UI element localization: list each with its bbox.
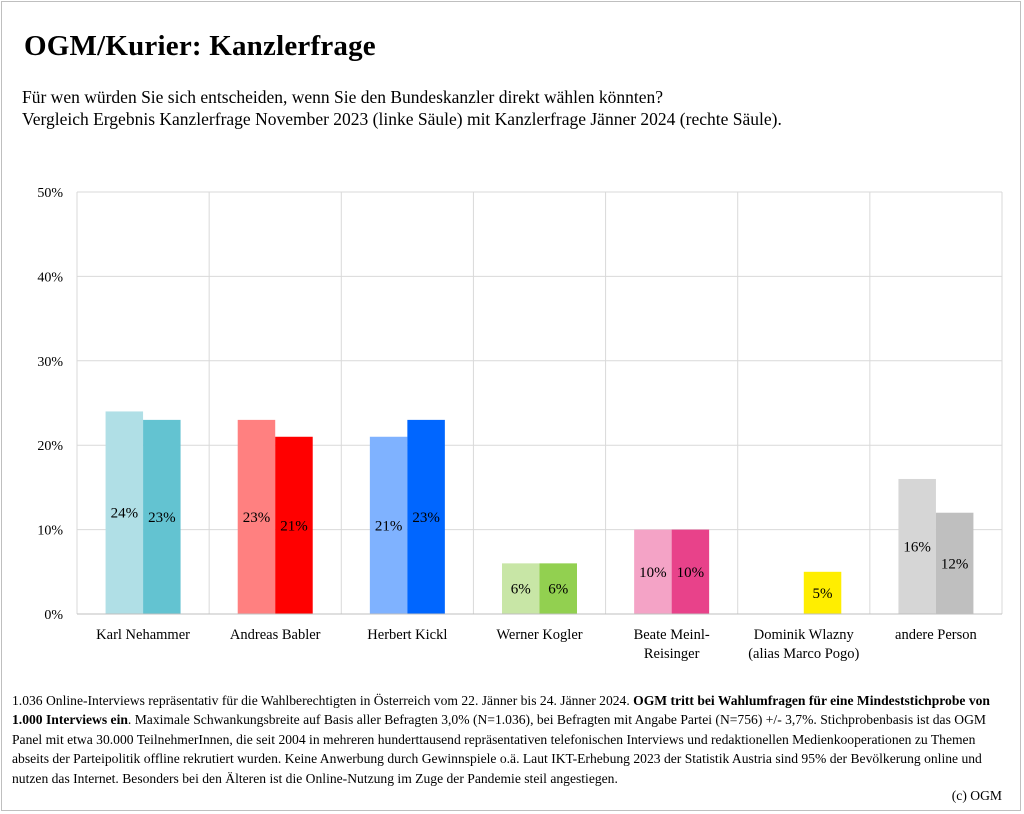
data-label-november-2023: 23%	[243, 510, 271, 526]
footnote-bold-text: OGM tritt bei Wahlumfragen für eine Mind…	[12, 693, 990, 728]
y-tick-label: 30%	[37, 355, 63, 370]
footnote-text-2: . Maximale Schwankungsbreite auf Basis a…	[12, 712, 986, 786]
data-label-january-2024: 12%	[941, 556, 969, 572]
x-category-label: andere Person	[895, 627, 977, 643]
copyright-label: (c) OGM	[951, 788, 1002, 803]
subtitle-line-1: Für wen würden Sie sich entscheiden, wen…	[22, 87, 664, 107]
x-category-label: Reisinger	[644, 646, 700, 662]
bar-november-2023	[898, 478, 936, 614]
x-category-label: Karl Nehammer	[96, 627, 190, 643]
x-category-label: Herbert Kickl	[367, 627, 447, 643]
chart-subtitle: Für wen würden Sie sich entscheiden, wen…	[22, 86, 782, 130]
data-label-january-2024: 23%	[412, 510, 440, 526]
bar-november-2023	[502, 563, 540, 614]
data-label-january-2024: 5%	[813, 586, 833, 602]
bar-november-2023	[237, 419, 276, 614]
data-label-january-2024: 10%	[677, 565, 705, 581]
data-label-november-2023: 6%	[511, 582, 531, 598]
bar-january-2024	[143, 419, 181, 614]
bar-january-2024	[803, 571, 842, 614]
subtitle-line-2: Vergleich Ergebnis Kanzlerfrage November…	[22, 109, 782, 129]
data-label-november-2023: 10%	[639, 565, 667, 581]
bar-november-2023	[634, 529, 672, 614]
data-label-november-2023: 16%	[903, 539, 931, 555]
data-label-january-2024: 6%	[548, 582, 568, 598]
data-label-january-2024: 21%	[280, 518, 308, 534]
x-category-label: Andreas Babler	[230, 627, 321, 643]
bar-january-2024	[407, 419, 445, 614]
x-category-label: Beate Meinl-	[634, 627, 710, 643]
data-label-november-2023: 24%	[111, 506, 139, 522]
chart-title: OGM/Kurier: Kanzlerfrage	[24, 30, 376, 62]
bar-november-2023	[369, 436, 408, 614]
footnote-text-1: 1.036 Online-Interviews repräsentativ fü…	[12, 693, 634, 708]
y-tick-label: 0%	[44, 608, 63, 623]
x-category-label: (alias Marco Pogo)	[748, 646, 859, 662]
bar-january-2024	[275, 436, 313, 614]
bar-january-2024	[935, 512, 974, 614]
x-category-label: Werner Kogler	[496, 627, 582, 643]
data-label-january-2024: 23%	[148, 510, 176, 526]
y-tick-label: 40%	[37, 270, 63, 285]
y-tick-label: 10%	[37, 524, 63, 539]
bar-january-2024	[671, 529, 710, 614]
bar-january-2024	[539, 563, 577, 614]
x-category-label: Dominik Wlazny	[754, 627, 855, 643]
methodology-footnote: 1.036 Online-Interviews repräsentativ fü…	[12, 691, 1014, 788]
bar-november-2023	[105, 411, 144, 614]
y-tick-label: 20%	[37, 439, 63, 454]
data-label-november-2023: 21%	[375, 518, 403, 534]
y-tick-label: 50%	[37, 186, 63, 201]
